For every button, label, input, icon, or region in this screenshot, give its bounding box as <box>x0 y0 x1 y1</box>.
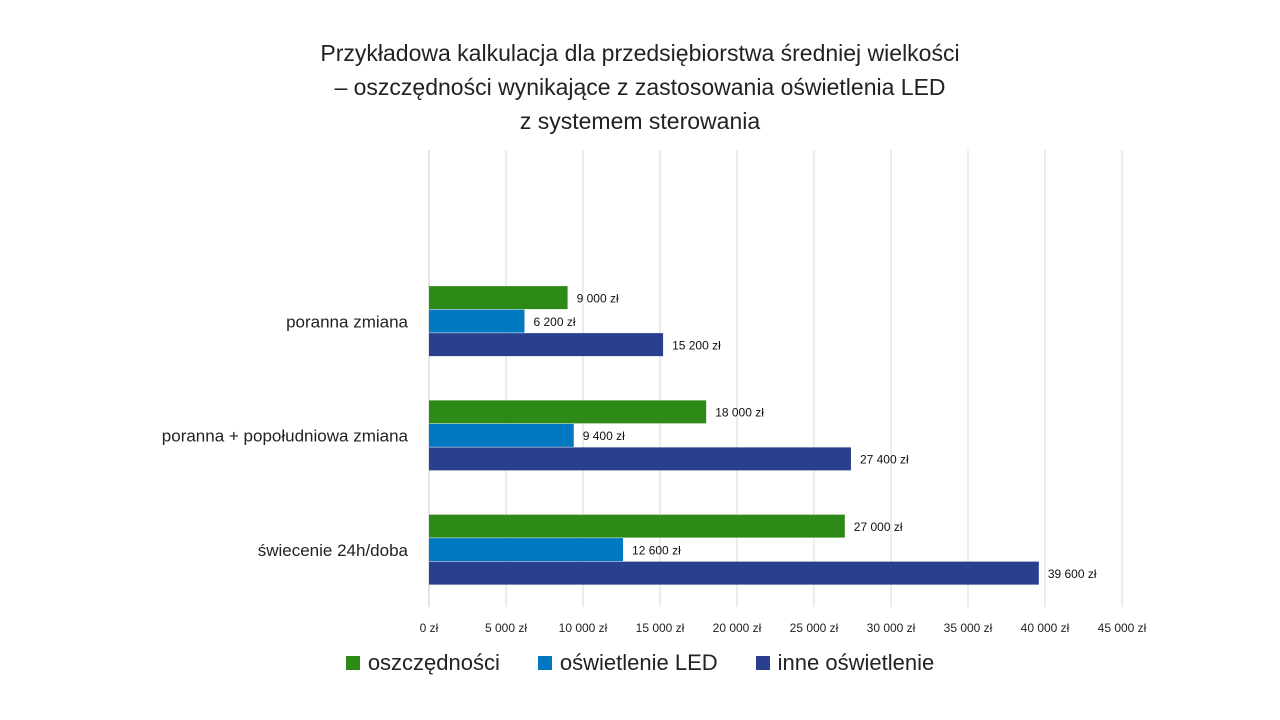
bar <box>429 538 624 562</box>
chart-title-line: z systemem sterowania <box>519 108 761 134</box>
x-tick-label: 30 000 zł <box>867 621 916 635</box>
bar <box>429 286 568 310</box>
bar <box>429 400 707 424</box>
category-label: poranna zmiana <box>286 312 408 331</box>
data-label: 12 600 zł <box>632 543 681 557</box>
bar <box>429 514 845 538</box>
legend-label: oświetlenie LED <box>559 650 718 675</box>
x-tick-label: 35 000 zł <box>944 621 993 635</box>
data-label: 39 600 zł <box>1048 567 1097 581</box>
legend-swatch <box>755 656 770 670</box>
legend-swatch <box>345 656 360 670</box>
x-tick-label: 15 000 zł <box>636 621 685 635</box>
legend-item: oszczędności <box>345 650 500 676</box>
data-label: 15 200 zł <box>672 338 721 352</box>
chart-title-line: – oszczędności wynikające z zastosowania… <box>334 74 946 100</box>
legend-swatch <box>537 656 552 670</box>
legend-item: oświetlenie LED <box>537 650 718 676</box>
bar <box>429 423 574 447</box>
data-label: 9 000 zł <box>577 291 619 305</box>
data-label: 18 000 zł <box>715 406 764 420</box>
chart-title-line: Przykładowa kalkulacja dla przedsiębiors… <box>320 40 960 66</box>
bar <box>429 447 851 471</box>
x-tick-label: 45 000 zł <box>1098 621 1147 635</box>
x-tick-label: 20 000 zł <box>713 621 762 635</box>
legend-label: oszczędności <box>367 650 500 675</box>
x-tick-label: 0 zł <box>420 621 439 635</box>
bar <box>429 309 525 333</box>
legend-label: inne oświetlenie <box>777 650 935 675</box>
x-tick-label: 5 000 zł <box>485 621 527 635</box>
legend-item: inne oświetlenie <box>755 650 935 676</box>
x-tick-label: 25 000 zł <box>790 621 839 635</box>
data-label: 27 400 zł <box>860 453 909 467</box>
legend: oszczędności oświetlenie LED inne oświet… <box>0 650 1280 676</box>
data-label: 6 200 zł <box>533 315 575 329</box>
bar <box>429 561 1039 585</box>
x-tick-label: 40 000 zł <box>1021 621 1070 635</box>
bar <box>429 333 664 357</box>
chart-title: Przykładowa kalkulacja dla przedsiębiors… <box>0 36 1280 138</box>
category-label: poranna + popołudniowa zmiana <box>162 427 409 446</box>
x-tick-label: 10 000 zł <box>559 621 608 635</box>
category-label: świecenie 24h/doba <box>258 541 409 560</box>
data-label: 9 400 zł <box>583 429 625 443</box>
data-label: 27 000 zł <box>854 520 903 534</box>
